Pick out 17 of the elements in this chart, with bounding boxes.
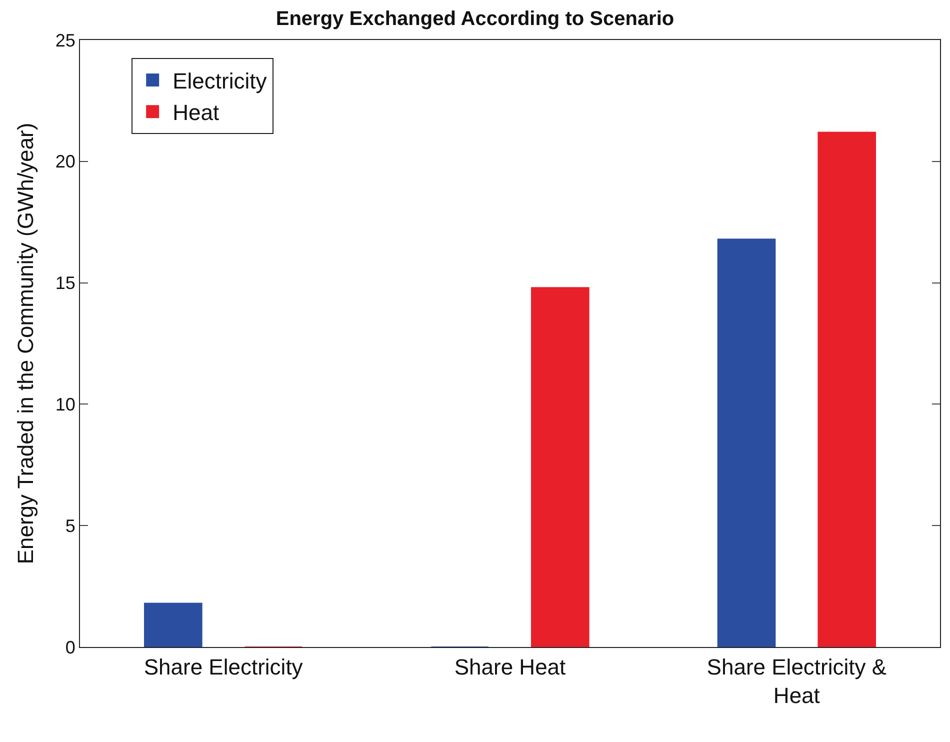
y-tick-label: 10	[55, 394, 76, 414]
legend-label: Electricity	[172, 68, 267, 94]
bar	[531, 287, 590, 647]
y-tick-label: 25	[55, 30, 76, 50]
legend-label: Heat	[172, 100, 220, 126]
y-tick-label: 5	[65, 516, 76, 536]
x-tick-label: Share Heat	[454, 654, 566, 680]
bar	[818, 132, 876, 647]
y-axis-title: Energy Traded in the Community (GWh/year)	[13, 122, 38, 564]
y-tick-label: 15	[55, 273, 76, 294]
y-tick-label: 20	[55, 152, 76, 172]
x-tick-label: Share Electricity	[144, 654, 303, 680]
y-tick-label: 0	[65, 637, 76, 658]
x-tick-label: Share Electricity & Heat	[706, 654, 887, 708]
chart-title: Energy Exchanged According to Scenario	[276, 8, 674, 30]
bar	[717, 238, 776, 647]
bar	[144, 602, 202, 647]
